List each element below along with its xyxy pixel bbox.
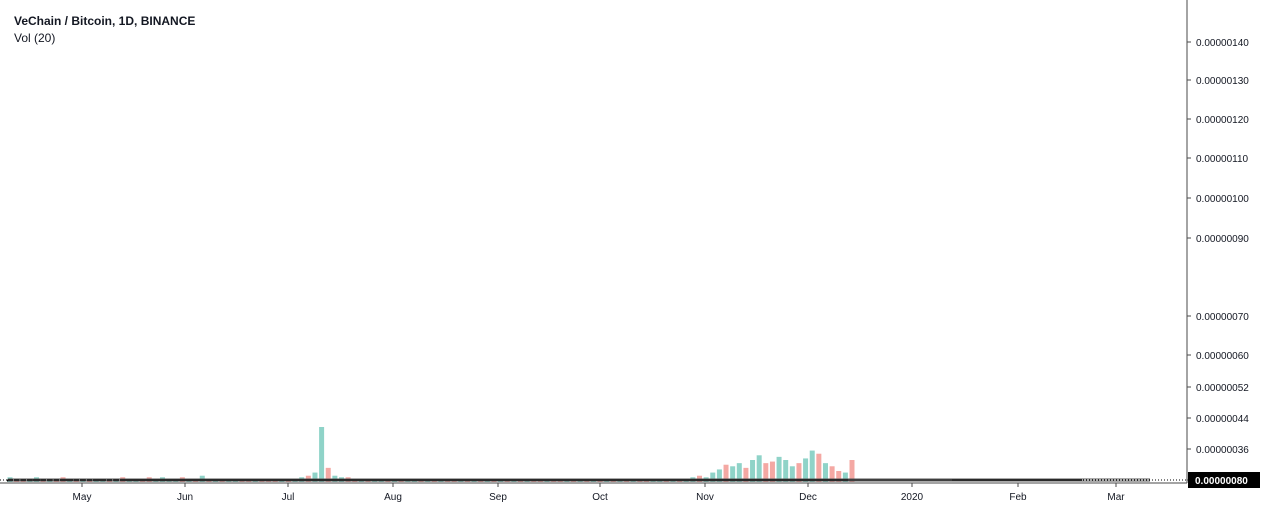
x-tick-label: Jun — [177, 492, 193, 503]
y-tick-label: 0.00000044 — [1196, 414, 1249, 425]
last-price-label: 0.00000080 — [1195, 476, 1248, 487]
y-tick-label: 0.00000060 — [1196, 351, 1249, 362]
volume-bar — [756, 455, 762, 482]
volume-bar — [783, 460, 789, 482]
y-tick-label: 0.00000110 — [1196, 154, 1249, 165]
y-tick-label: 0.00000052 — [1196, 383, 1249, 394]
x-tick-label: Sep — [489, 492, 507, 503]
volume-bar — [319, 427, 325, 482]
x-tick-label: Aug — [384, 492, 402, 503]
volume-bar — [730, 466, 736, 482]
volume-bar — [723, 464, 729, 482]
volume-label: Vol (20) — [14, 31, 55, 45]
chart-title: VeChain / Bitcoin, 1D, BINANCE — [14, 14, 195, 28]
y-tick-label: 0.00000036 — [1196, 445, 1249, 456]
chart-frame-right — [1268, 0, 1280, 514]
volume-bar — [769, 461, 775, 482]
price-axis[interactable]: 0.00000140 0.00000130 0.00000120 0.00000110… — [1187, 38, 1260, 488]
volume-bar — [822, 463, 828, 482]
volume-bar — [803, 458, 809, 482]
y-tick-label: 0.00000140 — [1196, 38, 1249, 49]
last-price-tag — [1188, 472, 1260, 488]
volume-bar — [710, 472, 716, 482]
volume-bar — [789, 466, 795, 482]
time-axis[interactable]: May Jun Jul Aug Sep Oct Nov Dec 2020 Feb Mar — [73, 483, 1126, 503]
x-tick-label: Jul — [282, 492, 295, 503]
volume-bar — [743, 467, 749, 482]
volume-bar — [816, 453, 822, 482]
volume-bar — [325, 467, 331, 482]
volume-bar — [836, 471, 842, 482]
y-tick-label: 0.00000120 — [1196, 115, 1249, 126]
volume-bar — [763, 463, 769, 482]
volume-bar — [809, 450, 815, 482]
x-tick-label: Nov — [696, 492, 714, 503]
annotations — [0, 478, 1187, 482]
x-tick-label: May — [73, 492, 92, 503]
y-tick-label: 0.00000130 — [1196, 76, 1249, 87]
x-tick-label: Feb — [1009, 492, 1027, 503]
x-tick-label: 2020 — [901, 492, 924, 503]
volume-bar — [716, 469, 722, 482]
volume-bar — [796, 463, 802, 482]
x-tick-label: Mar — [1107, 492, 1125, 503]
y-tick-label: 0.00000070 — [1196, 312, 1249, 323]
x-tick-label: Oct — [592, 492, 608, 503]
y-tick-label: 0.00000100 — [1196, 194, 1249, 205]
volume-bars — [7, 427, 855, 482]
y-tick-label: 0.00000090 — [1196, 234, 1249, 245]
volume-bar — [776, 456, 782, 482]
volume-bar — [842, 472, 848, 482]
volume-bar — [829, 466, 835, 482]
volume-bar — [849, 460, 855, 482]
x-tick-label: Dec — [799, 492, 817, 503]
volume-bar — [736, 463, 742, 482]
volume-bar — [750, 460, 756, 482]
volume-bar — [312, 472, 318, 482]
